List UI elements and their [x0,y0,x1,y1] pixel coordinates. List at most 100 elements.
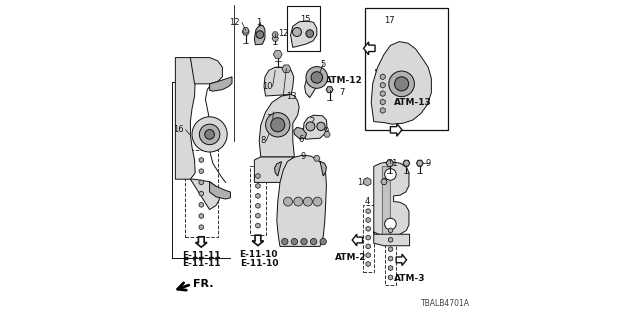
Polygon shape [199,180,204,185]
Polygon shape [273,51,282,58]
Polygon shape [256,193,260,198]
Polygon shape [242,29,250,35]
Circle shape [294,197,303,206]
Text: E-11-11: E-11-11 [182,260,221,268]
Polygon shape [294,127,307,139]
Polygon shape [380,99,385,105]
Text: E-11-10: E-11-10 [239,250,277,259]
Polygon shape [243,28,249,33]
Circle shape [303,197,312,206]
Circle shape [301,238,307,245]
Polygon shape [324,132,330,137]
Polygon shape [199,225,204,230]
Polygon shape [252,235,264,245]
Circle shape [271,118,285,132]
Bar [185,150,218,237]
Polygon shape [366,253,371,258]
Circle shape [311,72,323,83]
Text: 6: 6 [299,135,304,144]
Polygon shape [380,91,385,97]
Text: 8: 8 [260,136,266,145]
Text: 14: 14 [358,178,368,187]
Polygon shape [417,160,423,166]
Circle shape [291,238,298,245]
Circle shape [389,71,415,97]
Text: 4: 4 [364,197,370,206]
Polygon shape [352,234,362,246]
Text: TBALB4701A: TBALB4701A [420,299,470,308]
Circle shape [394,77,409,91]
Circle shape [385,218,396,230]
Text: 7: 7 [339,88,344,97]
Circle shape [205,130,214,139]
Polygon shape [388,237,393,242]
Polygon shape [191,58,223,84]
Circle shape [200,124,220,145]
Polygon shape [371,42,431,124]
Polygon shape [314,156,320,161]
Polygon shape [386,160,394,166]
Circle shape [192,117,227,152]
Polygon shape [390,124,402,136]
Bar [375,69,390,118]
Polygon shape [199,157,204,163]
Circle shape [385,169,396,180]
Polygon shape [256,203,260,208]
Text: 16: 16 [173,125,184,134]
Bar [385,224,396,285]
Polygon shape [254,26,265,45]
Polygon shape [210,182,230,199]
Polygon shape [388,228,393,233]
Text: 17: 17 [384,16,395,25]
Polygon shape [320,161,326,176]
Text: 9: 9 [426,159,431,168]
Bar [287,6,320,51]
Bar [250,166,266,235]
Polygon shape [396,254,406,266]
Polygon shape [364,42,375,55]
Polygon shape [191,179,219,210]
Text: 11: 11 [387,159,397,168]
Polygon shape [210,77,232,91]
Text: E-11-11: E-11-11 [182,251,221,260]
Polygon shape [383,166,390,236]
Polygon shape [374,234,410,246]
Circle shape [306,67,328,88]
Text: ATM-2: ATM-2 [335,253,366,262]
Polygon shape [259,94,300,157]
Polygon shape [388,266,393,271]
Polygon shape [256,223,260,228]
Text: 10: 10 [262,82,273,91]
Text: 3: 3 [267,114,272,123]
Polygon shape [272,36,278,41]
Polygon shape [256,213,260,218]
Circle shape [306,122,315,131]
Circle shape [320,238,326,245]
Text: ATM-3: ATM-3 [394,274,425,283]
Polygon shape [277,155,326,246]
Polygon shape [380,74,385,80]
Polygon shape [388,247,393,252]
Text: E-11-10: E-11-10 [240,260,278,268]
Text: 15: 15 [300,15,311,24]
Polygon shape [364,178,371,186]
Circle shape [317,122,325,131]
Text: 5: 5 [321,60,326,68]
Polygon shape [256,173,260,179]
Text: FR.: FR. [193,279,213,289]
Polygon shape [199,169,204,174]
Circle shape [306,30,314,37]
Text: 9: 9 [301,152,306,161]
Polygon shape [380,82,385,88]
Polygon shape [403,160,410,166]
Polygon shape [403,160,410,166]
Polygon shape [416,160,424,166]
Polygon shape [264,67,294,96]
Polygon shape [366,261,371,267]
Polygon shape [366,209,371,214]
Text: 1: 1 [257,18,262,27]
Polygon shape [326,86,333,93]
Text: ATM-12: ATM-12 [326,76,364,84]
Polygon shape [199,202,204,207]
Circle shape [266,113,290,137]
